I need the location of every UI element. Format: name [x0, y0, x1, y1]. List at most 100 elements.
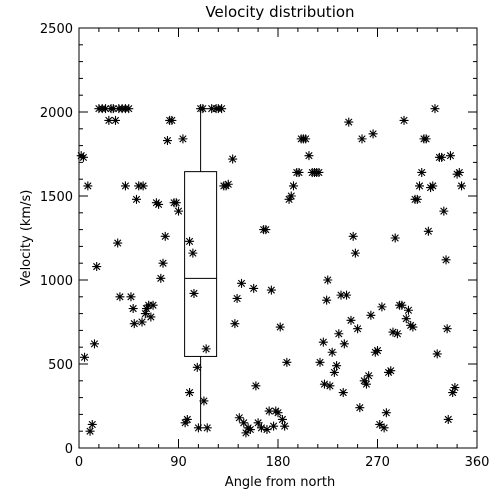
data-point [364, 371, 374, 381]
data-point [237, 278, 247, 288]
data-point [443, 414, 453, 424]
data-point [249, 283, 259, 293]
data-point [223, 179, 233, 189]
data-point [115, 292, 125, 302]
data-point [85, 426, 95, 436]
data-point [450, 383, 460, 393]
data-point [421, 134, 431, 144]
data-point [454, 167, 464, 177]
data-point [129, 319, 139, 329]
data-point [325, 381, 335, 391]
data-point [401, 314, 411, 324]
data-point [399, 115, 409, 125]
data-point [124, 104, 134, 114]
data-point [189, 288, 199, 298]
data-point [174, 206, 183, 216]
data-point [202, 423, 212, 433]
data-point [178, 134, 188, 144]
data-point [158, 258, 168, 268]
data-point [256, 423, 266, 433]
data-point [110, 115, 120, 125]
data-point [120, 181, 130, 191]
data-point [373, 346, 382, 356]
data-point [182, 414, 192, 424]
data-point [92, 262, 102, 272]
y-tick-label: 1500 [40, 190, 73, 205]
data-point [138, 181, 148, 191]
data-point [180, 418, 190, 428]
data-point [245, 425, 255, 435]
data-point [445, 151, 455, 161]
data-point [284, 194, 294, 204]
data-point [314, 167, 324, 177]
data-point [286, 191, 296, 201]
data-point [332, 361, 342, 371]
data-point [397, 300, 407, 310]
data-point [251, 381, 261, 391]
data-point [232, 293, 242, 303]
data-point [198, 104, 208, 114]
data-point [262, 425, 272, 435]
data-point [334, 329, 344, 339]
data-point [403, 305, 413, 315]
data-point [154, 199, 164, 209]
data-point [412, 194, 422, 204]
data-point [361, 379, 371, 389]
data-point [323, 275, 333, 285]
data-point [441, 255, 451, 265]
y-tick-label: 2000 [40, 106, 73, 121]
data-point [266, 285, 276, 295]
data-point [217, 104, 227, 114]
data-point [131, 194, 141, 204]
data-point [355, 403, 365, 413]
data-point [315, 357, 325, 367]
data-point [388, 327, 398, 337]
data-point [379, 423, 389, 433]
data-point [448, 388, 458, 398]
y-tick-label: 500 [48, 358, 73, 373]
data-points [76, 104, 467, 438]
data-point [377, 302, 387, 312]
boxplot [184, 108, 218, 430]
data-point [417, 167, 427, 177]
data-point [442, 324, 452, 334]
data-point [346, 315, 356, 325]
data-point [104, 115, 114, 125]
data-point [439, 206, 449, 216]
data-point [80, 352, 90, 362]
data-point [185, 388, 195, 398]
data-point [342, 290, 352, 300]
data-point [269, 421, 279, 431]
data-point [353, 324, 363, 334]
data-point [301, 134, 311, 144]
data-point [430, 104, 440, 114]
data-point [126, 292, 136, 302]
data-point [230, 319, 240, 329]
data-point [329, 367, 339, 377]
x-tick-label: 360 [465, 455, 490, 470]
x-tick-label: 0 [75, 455, 83, 470]
data-point [192, 362, 202, 372]
data-point [78, 152, 88, 162]
data-point [381, 408, 391, 418]
data-point [113, 238, 123, 248]
x-tick-label: 270 [365, 455, 390, 470]
data-point [415, 181, 425, 191]
y-tick-label: 2500 [40, 22, 73, 37]
data-point [146, 312, 156, 322]
data-point [264, 406, 274, 416]
data-point [253, 418, 263, 428]
data-point [201, 344, 211, 354]
data-point [338, 388, 348, 398]
data-point [437, 152, 447, 162]
data-point [261, 225, 271, 235]
data-point [171, 198, 181, 208]
y-tick-label: 0 [65, 442, 73, 457]
data-point [392, 329, 402, 339]
data-point [457, 181, 467, 191]
data-point [375, 419, 385, 429]
data-point [282, 357, 292, 367]
data-point [156, 273, 166, 283]
data-point [428, 181, 438, 191]
